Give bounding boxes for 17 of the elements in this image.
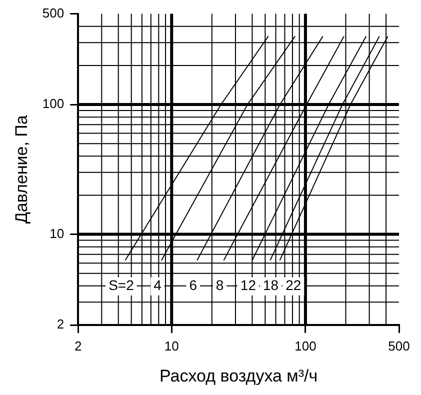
series-label: 18	[262, 277, 279, 294]
series-label: 22	[286, 277, 302, 294]
x-tick-label: 500	[388, 338, 410, 354]
series-label: S=2	[108, 277, 134, 294]
y-tick-label: 500	[42, 5, 64, 20]
y-tick-label: 2	[56, 316, 64, 332]
series-label: 6	[189, 277, 198, 294]
series-label: 8	[216, 277, 224, 294]
series-label: 12	[240, 277, 256, 294]
x-tick-label: 100	[294, 338, 316, 354]
x-tick-label: 2	[74, 338, 82, 354]
x-axis-title: Расход воздуха м³/ч	[159, 366, 318, 386]
y-tick-label: 10	[50, 226, 64, 241]
y-axis-title: Давление, Па	[12, 114, 31, 224]
series-label: 4	[154, 277, 162, 294]
y-tick-label: 100	[42, 96, 64, 112]
x-tick-label: 10	[164, 338, 179, 354]
